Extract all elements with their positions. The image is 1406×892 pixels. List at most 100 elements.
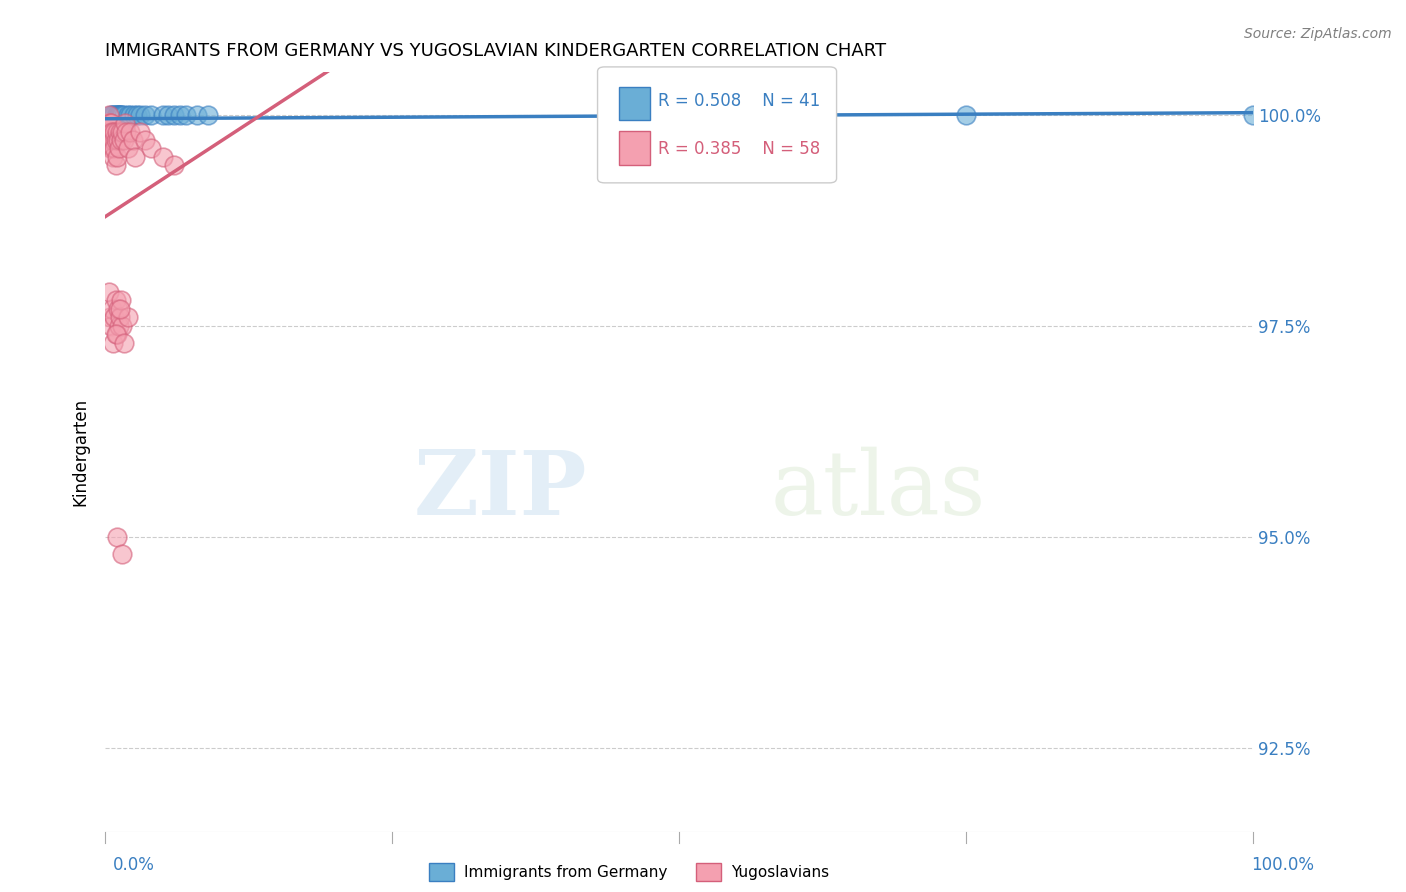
Point bbox=[174, 108, 197, 122]
Point bbox=[121, 133, 143, 147]
Point bbox=[97, 124, 120, 138]
Point bbox=[105, 124, 128, 138]
Point bbox=[108, 318, 131, 333]
Point bbox=[104, 293, 127, 308]
Point bbox=[103, 108, 125, 122]
Text: 100.0%: 100.0% bbox=[1251, 856, 1315, 874]
Point bbox=[108, 141, 131, 155]
Point bbox=[96, 133, 118, 147]
Point bbox=[134, 108, 156, 122]
Point bbox=[139, 141, 162, 155]
Point bbox=[98, 141, 121, 155]
Point bbox=[110, 133, 132, 147]
Text: IMMIGRANTS FROM GERMANY VS YUGOSLAVIAN KINDERGARTEN CORRELATION CHART: IMMIGRANTS FROM GERMANY VS YUGOSLAVIAN K… bbox=[105, 42, 886, 60]
Text: Source: ZipAtlas.com: Source: ZipAtlas.com bbox=[1244, 27, 1392, 41]
Point bbox=[120, 124, 142, 138]
Point bbox=[1241, 108, 1264, 122]
Point bbox=[117, 310, 139, 325]
Point bbox=[104, 158, 127, 172]
Point bbox=[955, 108, 977, 122]
Point bbox=[103, 108, 125, 122]
Point bbox=[100, 116, 122, 130]
Point bbox=[100, 133, 122, 147]
Point bbox=[97, 285, 120, 299]
Point bbox=[186, 108, 208, 122]
Point bbox=[107, 133, 129, 147]
Point bbox=[114, 116, 136, 130]
Text: R = 0.385    N = 58: R = 0.385 N = 58 bbox=[658, 140, 820, 158]
Point bbox=[101, 116, 124, 130]
Point bbox=[152, 150, 174, 164]
Point bbox=[104, 133, 127, 147]
Point bbox=[103, 310, 125, 325]
Point bbox=[105, 530, 128, 544]
Point bbox=[105, 150, 128, 164]
Point bbox=[110, 108, 132, 122]
Point bbox=[117, 141, 139, 155]
Point bbox=[104, 327, 127, 342]
Point bbox=[111, 108, 134, 122]
Y-axis label: Kindergarten: Kindergarten bbox=[72, 399, 89, 507]
Point bbox=[163, 158, 186, 172]
Point bbox=[152, 108, 174, 122]
Point bbox=[101, 141, 124, 155]
Text: ZIP: ZIP bbox=[413, 447, 588, 534]
Point bbox=[101, 301, 124, 316]
Point bbox=[98, 116, 121, 130]
Point bbox=[108, 108, 131, 122]
Point bbox=[100, 124, 122, 138]
Point bbox=[169, 108, 191, 122]
Point bbox=[127, 108, 149, 122]
Point bbox=[107, 301, 129, 316]
Text: Yugoslavians: Yugoslavians bbox=[731, 865, 830, 880]
Point bbox=[157, 108, 180, 122]
Point bbox=[100, 133, 122, 147]
Point bbox=[112, 133, 135, 147]
Point bbox=[108, 310, 131, 325]
Point bbox=[139, 108, 162, 122]
Point bbox=[108, 124, 131, 138]
Point bbox=[111, 318, 134, 333]
Point bbox=[105, 108, 128, 122]
Point bbox=[117, 108, 139, 122]
Point bbox=[103, 124, 125, 138]
Point bbox=[97, 108, 120, 122]
Point bbox=[96, 124, 118, 138]
Point bbox=[110, 293, 132, 308]
Point bbox=[128, 124, 150, 138]
Point bbox=[104, 133, 127, 147]
Point bbox=[100, 318, 122, 333]
Point bbox=[107, 116, 129, 130]
Point bbox=[103, 335, 125, 350]
Point bbox=[112, 108, 135, 122]
Point bbox=[97, 116, 120, 130]
Point bbox=[104, 108, 127, 122]
Point bbox=[107, 108, 129, 122]
Point bbox=[96, 116, 118, 130]
Point bbox=[115, 116, 138, 130]
Point bbox=[124, 150, 146, 164]
Point bbox=[108, 108, 131, 122]
Point bbox=[100, 108, 122, 122]
Point bbox=[103, 150, 125, 164]
Point bbox=[120, 108, 142, 122]
Text: R = 0.508    N = 41: R = 0.508 N = 41 bbox=[658, 92, 820, 110]
Point bbox=[122, 108, 145, 122]
Point bbox=[97, 124, 120, 138]
Point bbox=[103, 141, 125, 155]
Point bbox=[101, 108, 124, 122]
Point bbox=[197, 108, 219, 122]
Point bbox=[105, 124, 128, 138]
Point bbox=[111, 547, 134, 561]
Point bbox=[103, 133, 125, 147]
Text: Immigrants from Germany: Immigrants from Germany bbox=[464, 865, 668, 880]
Point bbox=[98, 310, 121, 325]
Point bbox=[105, 327, 128, 342]
Point bbox=[108, 108, 131, 122]
Point bbox=[108, 301, 131, 316]
Point bbox=[163, 108, 186, 122]
Point bbox=[111, 124, 134, 138]
Point bbox=[101, 124, 124, 138]
Point bbox=[112, 335, 135, 350]
Point bbox=[128, 108, 150, 122]
